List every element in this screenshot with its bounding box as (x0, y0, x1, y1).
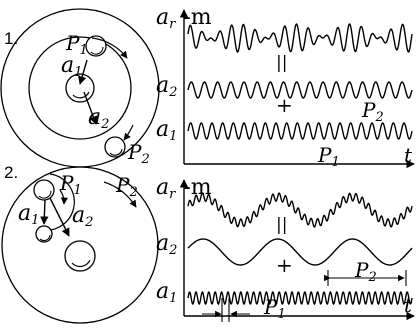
wave-a1 (187, 290, 413, 306)
central-star (65, 73, 95, 103)
label-a2: a2 (88, 105, 109, 132)
orbit-motion-arrow-p1 (59, 189, 68, 205)
wave-sum (187, 23, 413, 53)
label-p1: P1 (59, 171, 82, 198)
wave-a1 (187, 122, 413, 140)
row-label-a2: a2 (156, 73, 177, 100)
row-label-a1: a1 (156, 279, 177, 306)
label-p2: P2 (127, 140, 150, 167)
acceleration-vector-a2 (83, 91, 98, 125)
star-shading (71, 259, 91, 268)
row-label-a2: a2 (156, 231, 177, 258)
wave-a2 (187, 238, 413, 266)
panel-1-orbits: 1. P1 a1 a2 P2 (0, 8, 160, 168)
plus-sign: + (276, 253, 293, 277)
plus-sign: + (276, 93, 293, 117)
period-label-p1: P1 (317, 143, 340, 170)
wave-a2 (187, 81, 413, 99)
graph-1: ar -m a2 a1 || + P2 P1 t (156, 5, 415, 170)
label-p1: P1 (65, 31, 88, 58)
outer-orbit (1, 166, 159, 324)
acceleration-vector-a1 (78, 59, 88, 85)
equals-sign: || (276, 53, 287, 73)
star-shading (72, 91, 90, 99)
orbit-motion-arrow-p1 (91, 37, 128, 59)
inner-loop-orbit (41, 173, 75, 231)
panel-2-number: 2. (4, 163, 18, 182)
graph-2: ar-m a2 a1 || + P2 P1 t (156, 175, 415, 322)
acceleration-vector-a2 (49, 197, 70, 237)
period-label-p2: P2 (361, 98, 384, 125)
central-star (64, 240, 96, 272)
orbit-motion-arrow-p2 (103, 181, 137, 208)
inner-orbit (28, 36, 132, 140)
label-p2: P2 (115, 173, 138, 200)
orbit-motion-arrow-p2 (123, 124, 134, 141)
label-a2: a2 (72, 203, 93, 230)
time-label: t (404, 143, 413, 167)
axis-label-ar-m: ar -m (156, 5, 212, 32)
row-label-a1: a1 (156, 117, 177, 144)
label-a1: a1 (18, 201, 39, 228)
planet-p2 (35, 225, 53, 243)
planet-p1 (85, 35, 107, 57)
period-label-p2: P2 (354, 258, 377, 285)
time-label: t (404, 293, 413, 317)
wave-sum (187, 192, 413, 228)
equals-sign: || (276, 215, 287, 235)
panel-2-orbits: 2. P1 P2 a1 a2 (1, 163, 159, 324)
planet-p1 (33, 179, 55, 201)
panel-1-number: 1. (4, 29, 18, 48)
axis-label-ar-m: ar -m (156, 175, 212, 202)
label-a1: a1 (61, 53, 82, 80)
acceleration-vector-a1 (40, 199, 49, 225)
planet-p2 (104, 136, 126, 158)
